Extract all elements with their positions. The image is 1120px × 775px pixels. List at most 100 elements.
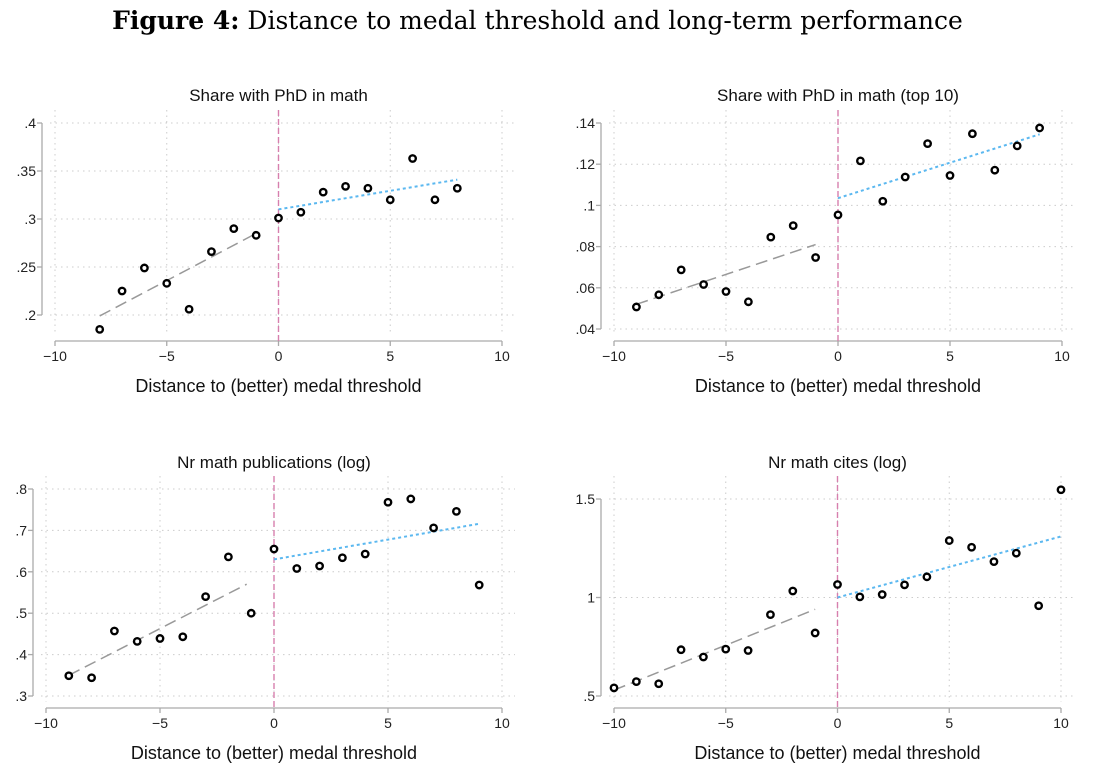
y-tick-label: .2 [24,307,36,323]
data-point [631,677,641,687]
data-point [968,129,977,139]
data-point [341,181,350,191]
x-tick-label: 5 [946,348,954,364]
data-point [721,644,731,654]
data-point [292,564,302,573]
data-point [337,553,347,563]
data-point [95,324,105,334]
data-point [1012,141,1022,151]
data-point [385,195,395,205]
y-tick-label: 1 [587,590,595,606]
data-point [155,634,165,643]
data-point [810,628,820,638]
data-point [408,154,417,163]
data-point [1034,601,1044,611]
data-point [269,544,279,554]
data-point [201,592,211,602]
panel-4: .5 1 1.5 −10 −5 0 5 10 Nr math cites (log) Distan… [576,453,1075,763]
data-point [743,646,753,655]
x-tick-label: −5 [159,348,175,364]
panel-title: Nr math publications (log) [177,453,371,472]
data-point [945,171,955,180]
data-point [1056,485,1066,495]
x-tick-label: 5 [386,348,394,364]
panel-title: Share with PhD in math (top 10) [717,86,959,105]
x-tick-label: 0 [270,715,278,731]
fit-line-right [278,178,458,211]
x-tick-label: 5 [945,715,953,731]
data-point [967,542,976,552]
figure-title-text: Distance to medal threshold and long-ter… [247,6,963,35]
data-point [699,652,708,662]
y-tick-label: .6 [15,564,27,580]
y-tick-label: .04 [576,321,596,337]
x-tick-label: −10 [43,348,67,364]
data-point [833,210,843,220]
data-point [87,673,97,683]
data-point [699,280,708,289]
y-tick-label: .14 [576,115,596,131]
x-tick-label: −5 [152,715,168,731]
data-point [430,195,440,205]
data-point [139,263,149,273]
y-tick-label: .06 [576,280,596,296]
data-point [1035,123,1045,133]
data-point [922,572,932,582]
panel-title: Share with PhD in math [189,86,368,105]
y-tick-label: .8 [15,481,27,497]
data-point [878,196,888,206]
data-point [246,608,256,618]
data-point [474,580,484,590]
x-tick-label: 10 [494,348,510,364]
fit-line-left [613,608,816,691]
x-tick-label: 10 [1054,348,1070,364]
data-point [451,506,461,516]
data-point [632,302,641,312]
data-point [110,626,119,636]
data-point [429,523,438,533]
x-tick-label: 10 [494,715,510,731]
data-point [406,494,416,504]
figure-label: Figure 4: [112,6,240,35]
data-point [654,679,664,689]
data-point [877,590,887,599]
x-tick-label: −5 [718,715,734,731]
data-point [452,183,462,193]
x-tick-label: −5 [718,348,734,364]
x-tick-label: −10 [602,715,626,731]
panel-title: Nr math cites (log) [768,453,907,472]
data-point [676,265,686,275]
data-point [64,671,74,681]
x-tick-label: −10 [34,715,58,731]
y-tick-label: .08 [576,239,596,255]
data-point [900,580,909,590]
y-tick-label: .12 [576,156,596,172]
figure-title: Figure 4: Distance to medal threshold an… [0,6,1075,35]
fit-line-right [837,535,1062,599]
y-tick-label: .3 [24,211,36,227]
data-point [900,172,910,182]
data-point [162,278,172,288]
x-tick-label: 0 [834,715,842,731]
x-tick-label: 0 [834,348,842,364]
fit-line-left [636,243,816,305]
data-point [856,156,865,166]
data-point [184,304,194,314]
y-tick-label: .5 [15,605,27,621]
data-point [676,645,686,655]
x-axis-label: Distance to (better) medal threshold [694,743,980,763]
data-point [989,557,999,567]
y-tick-label: 1.5 [576,491,596,507]
data-point [766,610,775,620]
data-point [855,592,865,602]
y-tick-label: .1 [583,197,595,213]
fit-line-right [837,133,1040,200]
data-point [363,183,373,193]
y-tick-label: .3 [15,688,27,704]
data-point [274,213,283,223]
fit-line-right [273,522,480,561]
data-point [654,290,664,300]
data-point [788,221,798,230]
x-tick-label: 10 [1053,715,1069,731]
